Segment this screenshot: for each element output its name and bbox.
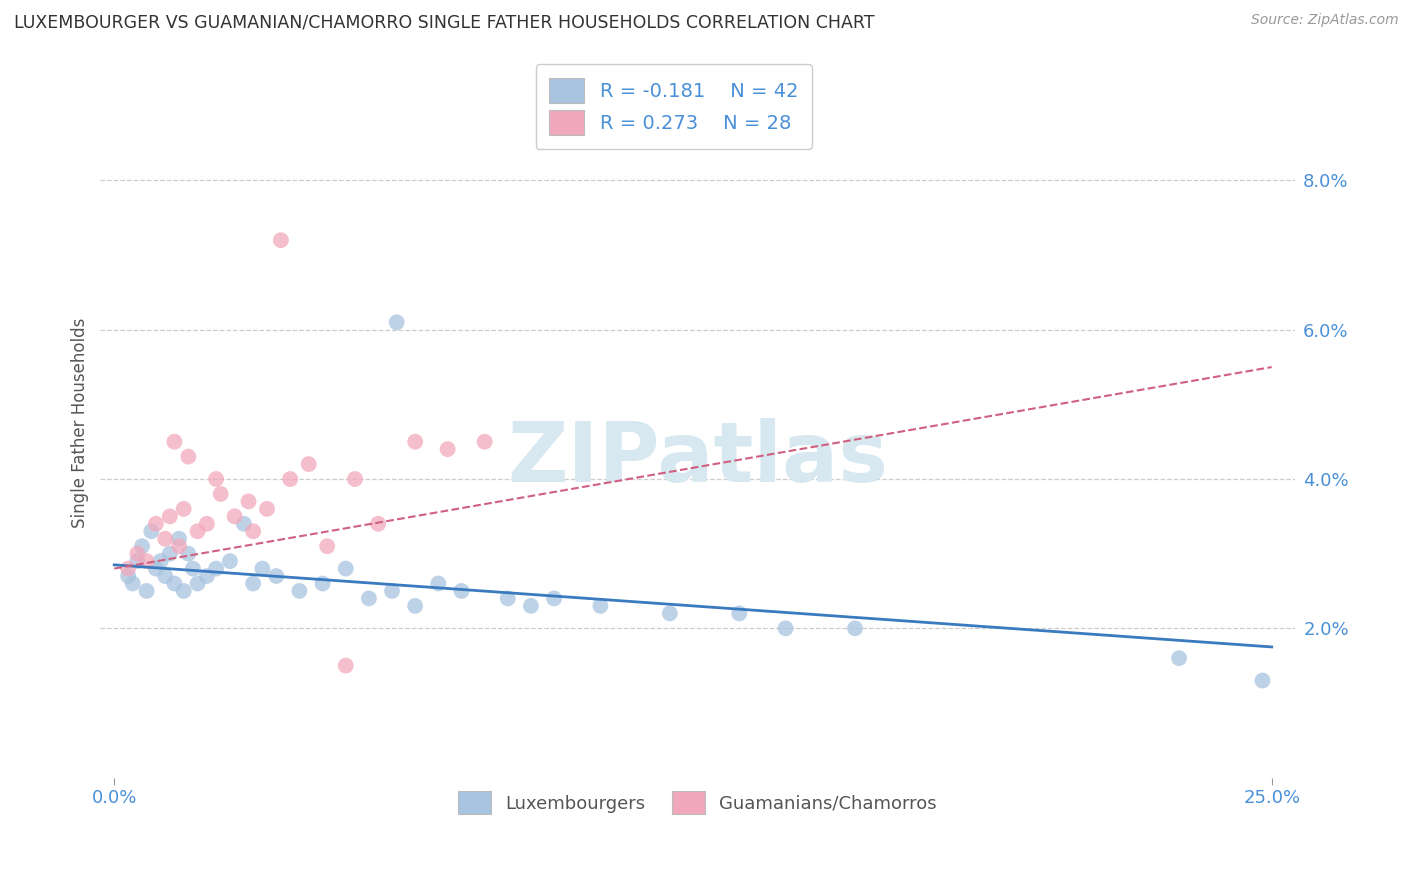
Point (131, 539, 153, 553)
Point (496, 591, 519, 606)
Point (145, 516, 167, 531)
Point (187, 524, 209, 539)
Point (117, 569, 139, 583)
Point (404, 599, 426, 613)
Point (844, 621, 866, 635)
Point (385, 315, 408, 329)
Point (1168, 651, 1191, 665)
Point (298, 457, 321, 471)
Point (775, 621, 797, 635)
Point (381, 584, 404, 599)
Point (141, 524, 163, 539)
Point (149, 554, 172, 568)
Point (195, 569, 218, 583)
Point (127, 554, 149, 568)
Point (135, 554, 157, 568)
Point (167, 539, 190, 553)
Point (173, 501, 195, 516)
Text: ZIPatlas: ZIPatlas (508, 418, 889, 499)
Point (404, 434, 426, 449)
Point (427, 576, 450, 591)
Y-axis label: Single Father Households: Single Father Households (72, 318, 89, 528)
Point (205, 472, 228, 486)
Point (589, 599, 612, 613)
Point (173, 584, 195, 599)
Point (316, 539, 339, 553)
Point (543, 591, 565, 606)
Point (288, 584, 311, 599)
Point (232, 516, 254, 531)
Point (153, 532, 176, 546)
Point (224, 509, 246, 524)
Point (278, 472, 301, 486)
Point (117, 561, 139, 575)
Point (177, 547, 200, 561)
Point (167, 532, 190, 546)
Point (728, 607, 751, 621)
Point (159, 509, 181, 524)
Point (238, 494, 260, 508)
Point (219, 554, 242, 568)
Point (474, 434, 496, 449)
Point (159, 547, 181, 561)
Point (436, 442, 458, 457)
Point (209, 487, 232, 501)
Legend: Luxembourgers, Guamanians/Chamorros: Luxembourgers, Guamanians/Chamorros (447, 780, 948, 825)
Point (242, 576, 264, 591)
Point (658, 607, 681, 621)
Point (153, 569, 176, 583)
Point (335, 561, 357, 575)
Point (242, 524, 264, 539)
Point (311, 576, 333, 591)
Point (343, 472, 366, 486)
Point (163, 576, 186, 591)
Point (520, 599, 543, 613)
Point (163, 434, 186, 449)
Text: Source: ZipAtlas.com: Source: ZipAtlas.com (1251, 13, 1399, 28)
Point (450, 584, 472, 599)
Point (195, 516, 218, 531)
Point (252, 561, 274, 575)
Point (181, 561, 204, 575)
Point (145, 561, 167, 575)
Point (205, 561, 228, 575)
Point (266, 569, 288, 583)
Point (177, 450, 200, 464)
Text: LUXEMBOURGER VS GUAMANIAN/CHAMORRO SINGLE FATHER HOUSEHOLDS CORRELATION CHART: LUXEMBOURGER VS GUAMANIAN/CHAMORRO SINGL… (14, 13, 875, 31)
Point (335, 658, 357, 673)
Point (121, 576, 143, 591)
Point (256, 501, 278, 516)
Point (187, 576, 209, 591)
Point (367, 516, 389, 531)
Point (135, 584, 157, 599)
Point (270, 233, 292, 247)
Point (1251, 673, 1274, 688)
Point (127, 547, 149, 561)
Point (357, 591, 380, 606)
